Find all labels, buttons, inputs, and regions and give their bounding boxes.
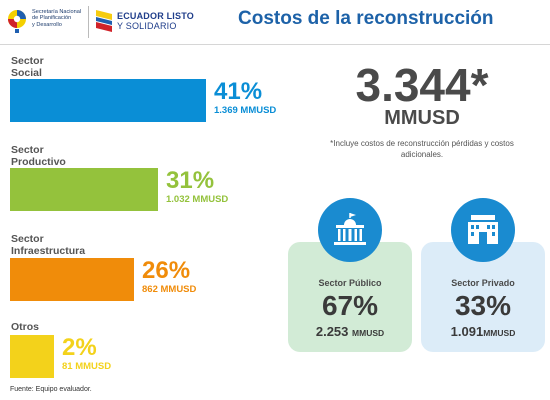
category-label-line1: Otros: [11, 321, 40, 333]
brand-line-1: ECUADOR LISTO: [117, 11, 194, 21]
bar-value-amount-productivo: 1.032 MMUSD: [166, 194, 229, 205]
category-label-line2: Social: [11, 67, 42, 79]
category-label-line1: Sector: [11, 233, 44, 245]
header-divider: [0, 44, 550, 45]
bar-otros: [10, 335, 54, 378]
sector-publico-amount-unit: MMUSD: [352, 328, 385, 338]
bar-value-pct-otros: 2%: [62, 334, 97, 361]
category-label-productivo: Sector Productivo: [11, 144, 66, 168]
total-value: 3.344*: [355, 59, 489, 111]
category-label-line2: Productivo: [11, 156, 66, 168]
sector-privado-pct: 33%: [454, 290, 512, 321]
bar-value-pct-productivo: 31%: [166, 167, 215, 194]
government-logo-text: Secretaría Nacional de Planificación y D…: [32, 9, 82, 28]
sector-privado-title: Sector Privado: [451, 278, 515, 288]
category-label-social: Sector Social: [11, 55, 44, 79]
category-label-infraestructura: Sector Infraestructura: [11, 233, 85, 257]
sector-publico-amount: 2.253 MMUSD: [288, 325, 412, 340]
sector-publico-amount-value: 2.253: [315, 324, 349, 339]
bar-value-amount-infraestructura: 862 MMUSD: [142, 284, 197, 295]
source-note: Fuente: Equipo evaluador.: [10, 386, 92, 393]
title-tab: [214, 0, 550, 44]
category-label-line1: Sector: [11, 144, 44, 156]
category-label-otros: Otros: [11, 321, 39, 333]
total-unit: MMUSD: [384, 107, 460, 129]
category-label-line2: Infraestructura: [11, 245, 86, 257]
brand-line-2: Y SOLIDARIO: [117, 21, 177, 31]
sector-privado-amount-value: 1.091: [450, 324, 484, 339]
category-label-line1: Sector: [11, 55, 44, 67]
bar-value-pct-social: 41%: [214, 78, 263, 105]
sector-publico-title: Sector Público: [318, 278, 382, 288]
brand-logo-text: ECUADOR LISTO Y SOLIDARIO: [117, 11, 197, 31]
page-title: Costos de la reconstrucción: [238, 8, 494, 29]
bar-value-amount-social: 1.369 MMUSD: [214, 105, 277, 116]
bar-infraestructura: [10, 258, 134, 301]
bar-social: [10, 79, 206, 122]
government-building-icon: [334, 213, 366, 245]
bar-productivo: [10, 168, 158, 211]
sector-publico-pct: 67%: [321, 290, 379, 321]
sector-privado-amount: 1.091MMUSD: [421, 325, 545, 340]
logo-divider: [88, 6, 89, 38]
bar-value-pct-infraestructura: 26%: [142, 257, 191, 284]
total-footnote: *Incluye costos de reconstrucción pérdid…: [330, 139, 514, 159]
factory-icon: [468, 215, 498, 244]
ecuador-flag-logo-icon: [96, 10, 112, 32]
government-logo-icon: [8, 10, 26, 33]
sector-privado-amount-unit: MMUSD: [483, 328, 516, 338]
bar-value-amount-otros: 81 MMUSD: [62, 361, 112, 372]
